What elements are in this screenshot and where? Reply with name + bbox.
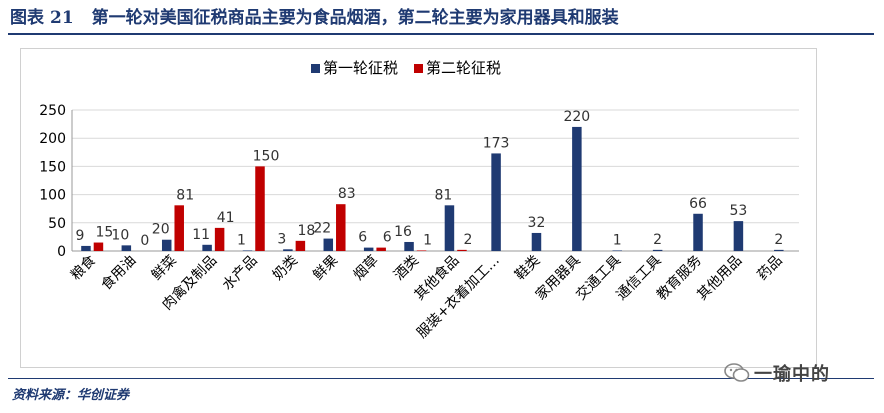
data-label: 15 [96, 225, 114, 241]
legend-label: 第二轮征税 [426, 59, 501, 77]
x-tick-label: 药品 [755, 253, 786, 284]
data-label: 6 [358, 230, 367, 246]
bar [491, 153, 501, 251]
y-tick-label: 150 [39, 159, 66, 175]
bar [283, 249, 293, 251]
data-label: 6 [383, 230, 392, 246]
x-tick-label: 粮食 [67, 252, 99, 284]
data-label: 32 [528, 215, 546, 231]
y-tick-label: 50 [48, 216, 66, 232]
bar [93, 242, 104, 251]
y-tick-label: 250 [39, 103, 66, 119]
data-label: 1 [423, 232, 432, 248]
bar [202, 244, 212, 251]
data-label: 10 [111, 227, 129, 243]
data-label: 11 [192, 227, 210, 243]
bar [121, 245, 132, 251]
watermark: 一瑜中的 [724, 360, 864, 386]
bar [81, 245, 91, 251]
data-label: 0 [140, 233, 149, 249]
y-tick-label: 100 [39, 188, 66, 204]
data-label: 3 [277, 231, 286, 247]
bar [242, 250, 253, 251]
data-label: 16 [394, 224, 412, 240]
data-label: 83 [338, 186, 356, 202]
bar [416, 250, 427, 251]
bar [774, 249, 784, 251]
bar [457, 249, 467, 251]
bar [444, 205, 455, 251]
bar [652, 249, 663, 251]
watermark-text: 一瑜中的 [754, 364, 830, 385]
x-tick-label: 鲜果 [310, 253, 341, 284]
bar [174, 205, 184, 251]
x-tick-label: 烟草 [351, 253, 382, 284]
source-note: 资料来源：华创证券 [12, 388, 130, 403]
bar [376, 247, 386, 251]
legend-label: 第一轮征税 [323, 59, 398, 77]
title-divider [8, 33, 874, 35]
data-label: 150 [253, 148, 280, 164]
bar [612, 250, 622, 251]
bar [336, 204, 346, 251]
bar [363, 247, 374, 251]
footer-divider [8, 378, 874, 379]
x-tick-label: 鞋类 [512, 253, 543, 284]
data-label: 22 [313, 221, 331, 237]
y-tick-label: 0 [57, 244, 66, 260]
x-tick-label: 鲜菜 [149, 253, 180, 284]
data-label: 41 [217, 210, 235, 226]
bar [161, 239, 172, 251]
data-label: 81 [176, 187, 194, 203]
bar [531, 232, 542, 251]
data-label: 66 [689, 196, 707, 212]
data-label: 53 [730, 203, 748, 219]
figure-title: 图表 21 第一轮对美国征税商品主要为食品烟酒，第二轮主要为家用器具和服装 [10, 6, 619, 30]
data-label: 81 [435, 187, 453, 203]
x-tick-label: 酒类 [391, 253, 422, 284]
figure-number: 21 [50, 8, 74, 28]
data-label: 2 [463, 232, 472, 248]
data-label: 18 [297, 223, 315, 239]
x-tick-label: 食用油 [98, 252, 140, 294]
data-label: 20 [152, 222, 170, 238]
data-label: 2 [774, 232, 783, 248]
x-tick-label: 水产品 [220, 253, 261, 294]
y-tick-label: 200 [39, 131, 66, 147]
data-label: 1 [237, 232, 246, 248]
bar [323, 238, 334, 251]
bar [255, 166, 265, 251]
figure-label: 图表 [10, 8, 44, 28]
wechat-icon [724, 363, 750, 382]
legend-swatch [414, 64, 423, 73]
bar [733, 221, 744, 251]
data-label: 9 [75, 228, 84, 244]
bar [295, 240, 306, 251]
data-label: 1 [613, 232, 622, 248]
data-label: 2 [653, 232, 662, 248]
data-label: 173 [483, 135, 510, 151]
chart-area: 0 50 100 150 200 250 第一轮征税 第二轮征税 9 15 粮食 10 0 食用油 20 81… [20, 48, 817, 368]
bar [214, 227, 225, 251]
figure-title-text: 第一轮对美国征税商品主要为食品烟酒，第二轮主要为家用器具和服装 [91, 8, 619, 28]
x-tick-label: 奶类 [270, 253, 301, 284]
x-tick-label: 其他用品 [694, 253, 745, 304]
data-label: 220 [563, 109, 590, 125]
legend-swatch [311, 64, 320, 73]
bar [693, 213, 703, 251]
bar [572, 126, 582, 251]
bar [404, 241, 414, 251]
